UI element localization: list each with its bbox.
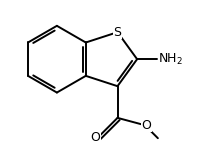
Text: O: O (141, 119, 151, 132)
Text: NH$_2$: NH$_2$ (158, 52, 183, 67)
Text: S: S (113, 26, 122, 39)
Text: O: O (91, 131, 101, 144)
